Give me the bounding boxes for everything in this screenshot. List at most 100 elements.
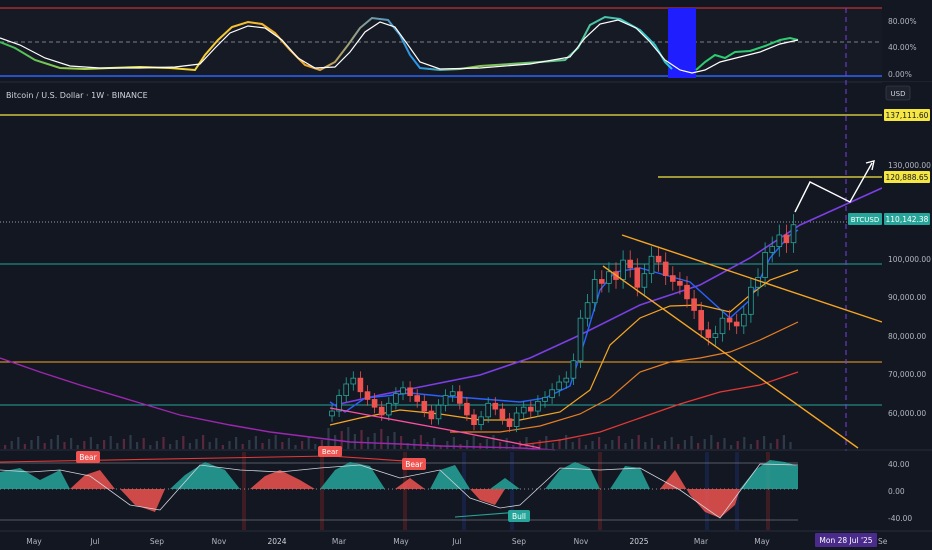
volume-bar (604, 444, 607, 449)
candle (385, 402, 392, 416)
volume-bar (571, 442, 574, 449)
volume-bar (400, 436, 403, 449)
candle (641, 273, 648, 288)
currency-button[interactable] (885, 85, 911, 101)
stoch-tick-40: 40.00% (888, 43, 917, 52)
volume-bar (631, 439, 634, 449)
candle (471, 414, 477, 426)
ma-purple (0, 357, 556, 451)
volume-bar (690, 436, 693, 449)
stoch-tick-0: 0.00% (888, 70, 912, 79)
volume-bar (208, 442, 211, 449)
ma-red (519, 371, 799, 446)
volume-bar (736, 441, 739, 449)
candle (357, 377, 364, 393)
volume-bar (492, 435, 495, 449)
price-tick-80k: 80,000.00 (888, 332, 926, 341)
symbol-title: Bitcoin / U.S. Dollar · 1W · BINANCE (6, 91, 148, 100)
volume-bar (70, 438, 73, 449)
volume-bar (710, 435, 713, 449)
volume-bar (23, 444, 26, 449)
candle (776, 234, 783, 247)
candle (499, 408, 506, 420)
volume-bar (287, 438, 290, 449)
time-tick-2024: 2024 (267, 537, 286, 546)
candle (748, 286, 754, 315)
price-axis[interactable]: USD 137,111.60 130,000.00 120,888.65 BTC… (848, 82, 932, 450)
volume-bar (657, 445, 660, 449)
volume-bar (307, 437, 310, 449)
time-tick-sep-24: Sep (512, 537, 526, 546)
volume-bar (393, 432, 396, 449)
time-tick-may-25: May (754, 537, 770, 546)
highlight-block (668, 8, 696, 78)
time-tick-nov-24: Nov (574, 537, 589, 546)
volume-bar (545, 436, 548, 449)
candle (336, 395, 342, 412)
last-price-label: 110,142.38 (886, 215, 929, 224)
volume-bar (89, 437, 92, 449)
volume-bar (50, 439, 53, 449)
volume-bar (96, 444, 99, 449)
candle (698, 310, 704, 331)
momentum-wave-green (0, 460, 798, 489)
candle (414, 395, 420, 402)
time-axis[interactable]: May Jul Sep Nov 2024 Mar May Jul Sep Nov… (0, 530, 932, 550)
volume-bar (380, 429, 383, 449)
time-tick-sep-23: Sep (150, 537, 164, 546)
candle (456, 391, 463, 404)
candle (591, 279, 598, 304)
volume-bar (261, 443, 264, 449)
volume-bar (591, 441, 594, 449)
volume-bar (419, 435, 422, 449)
volume-bar (413, 439, 416, 449)
candle (726, 317, 733, 323)
candle (677, 281, 683, 286)
volume-bar (248, 440, 251, 449)
volume-bar (188, 443, 191, 449)
volume-bar (650, 438, 653, 449)
volume-bar (584, 445, 587, 449)
candle (670, 275, 676, 282)
time-tick-mar-24: Mar (332, 537, 347, 546)
candle (535, 400, 541, 412)
volume-bar (235, 437, 238, 449)
stoch-rsi-pane[interactable] (0, 7, 882, 78)
candle (556, 381, 562, 391)
volume-bar (499, 442, 502, 449)
volume-bar (716, 442, 719, 449)
volume-bar (756, 440, 759, 449)
price-tick-100k: 100,000.00 (888, 255, 931, 264)
momentum-pane[interactable]: Bear Bear Bear Bull 40.00 0.00 -40.00 (0, 446, 912, 531)
volume-bar (360, 430, 363, 449)
volume-bar (518, 441, 521, 449)
price-label-137k-bg (884, 109, 930, 121)
candle (435, 404, 442, 420)
candle (350, 377, 357, 385)
volume-bar (228, 441, 231, 449)
candle (513, 412, 520, 427)
candle (378, 406, 385, 416)
volume-bar (182, 436, 185, 449)
volume-bar (215, 438, 218, 449)
volume-bar (558, 439, 561, 449)
volume-bar (664, 441, 667, 449)
volume-bar (433, 438, 436, 449)
price-tick-70k: 70,000.00 (888, 370, 926, 379)
time-tick-jul-24: Jul (451, 537, 461, 546)
cursor-date-bg (815, 533, 877, 547)
volume-bar (525, 437, 528, 449)
volume-bar (109, 436, 112, 449)
candle (762, 251, 768, 278)
volume-bar (129, 435, 132, 449)
candle (577, 317, 584, 362)
volume-bar (83, 441, 86, 449)
mom-tick-0: 0.00 (888, 487, 905, 496)
candle (343, 383, 349, 396)
candle (364, 391, 371, 400)
time-tick-tail: Se (878, 537, 888, 546)
price-tick-60k: 60,000.00 (888, 409, 926, 418)
volume-bar (63, 442, 66, 449)
candle (733, 321, 740, 327)
